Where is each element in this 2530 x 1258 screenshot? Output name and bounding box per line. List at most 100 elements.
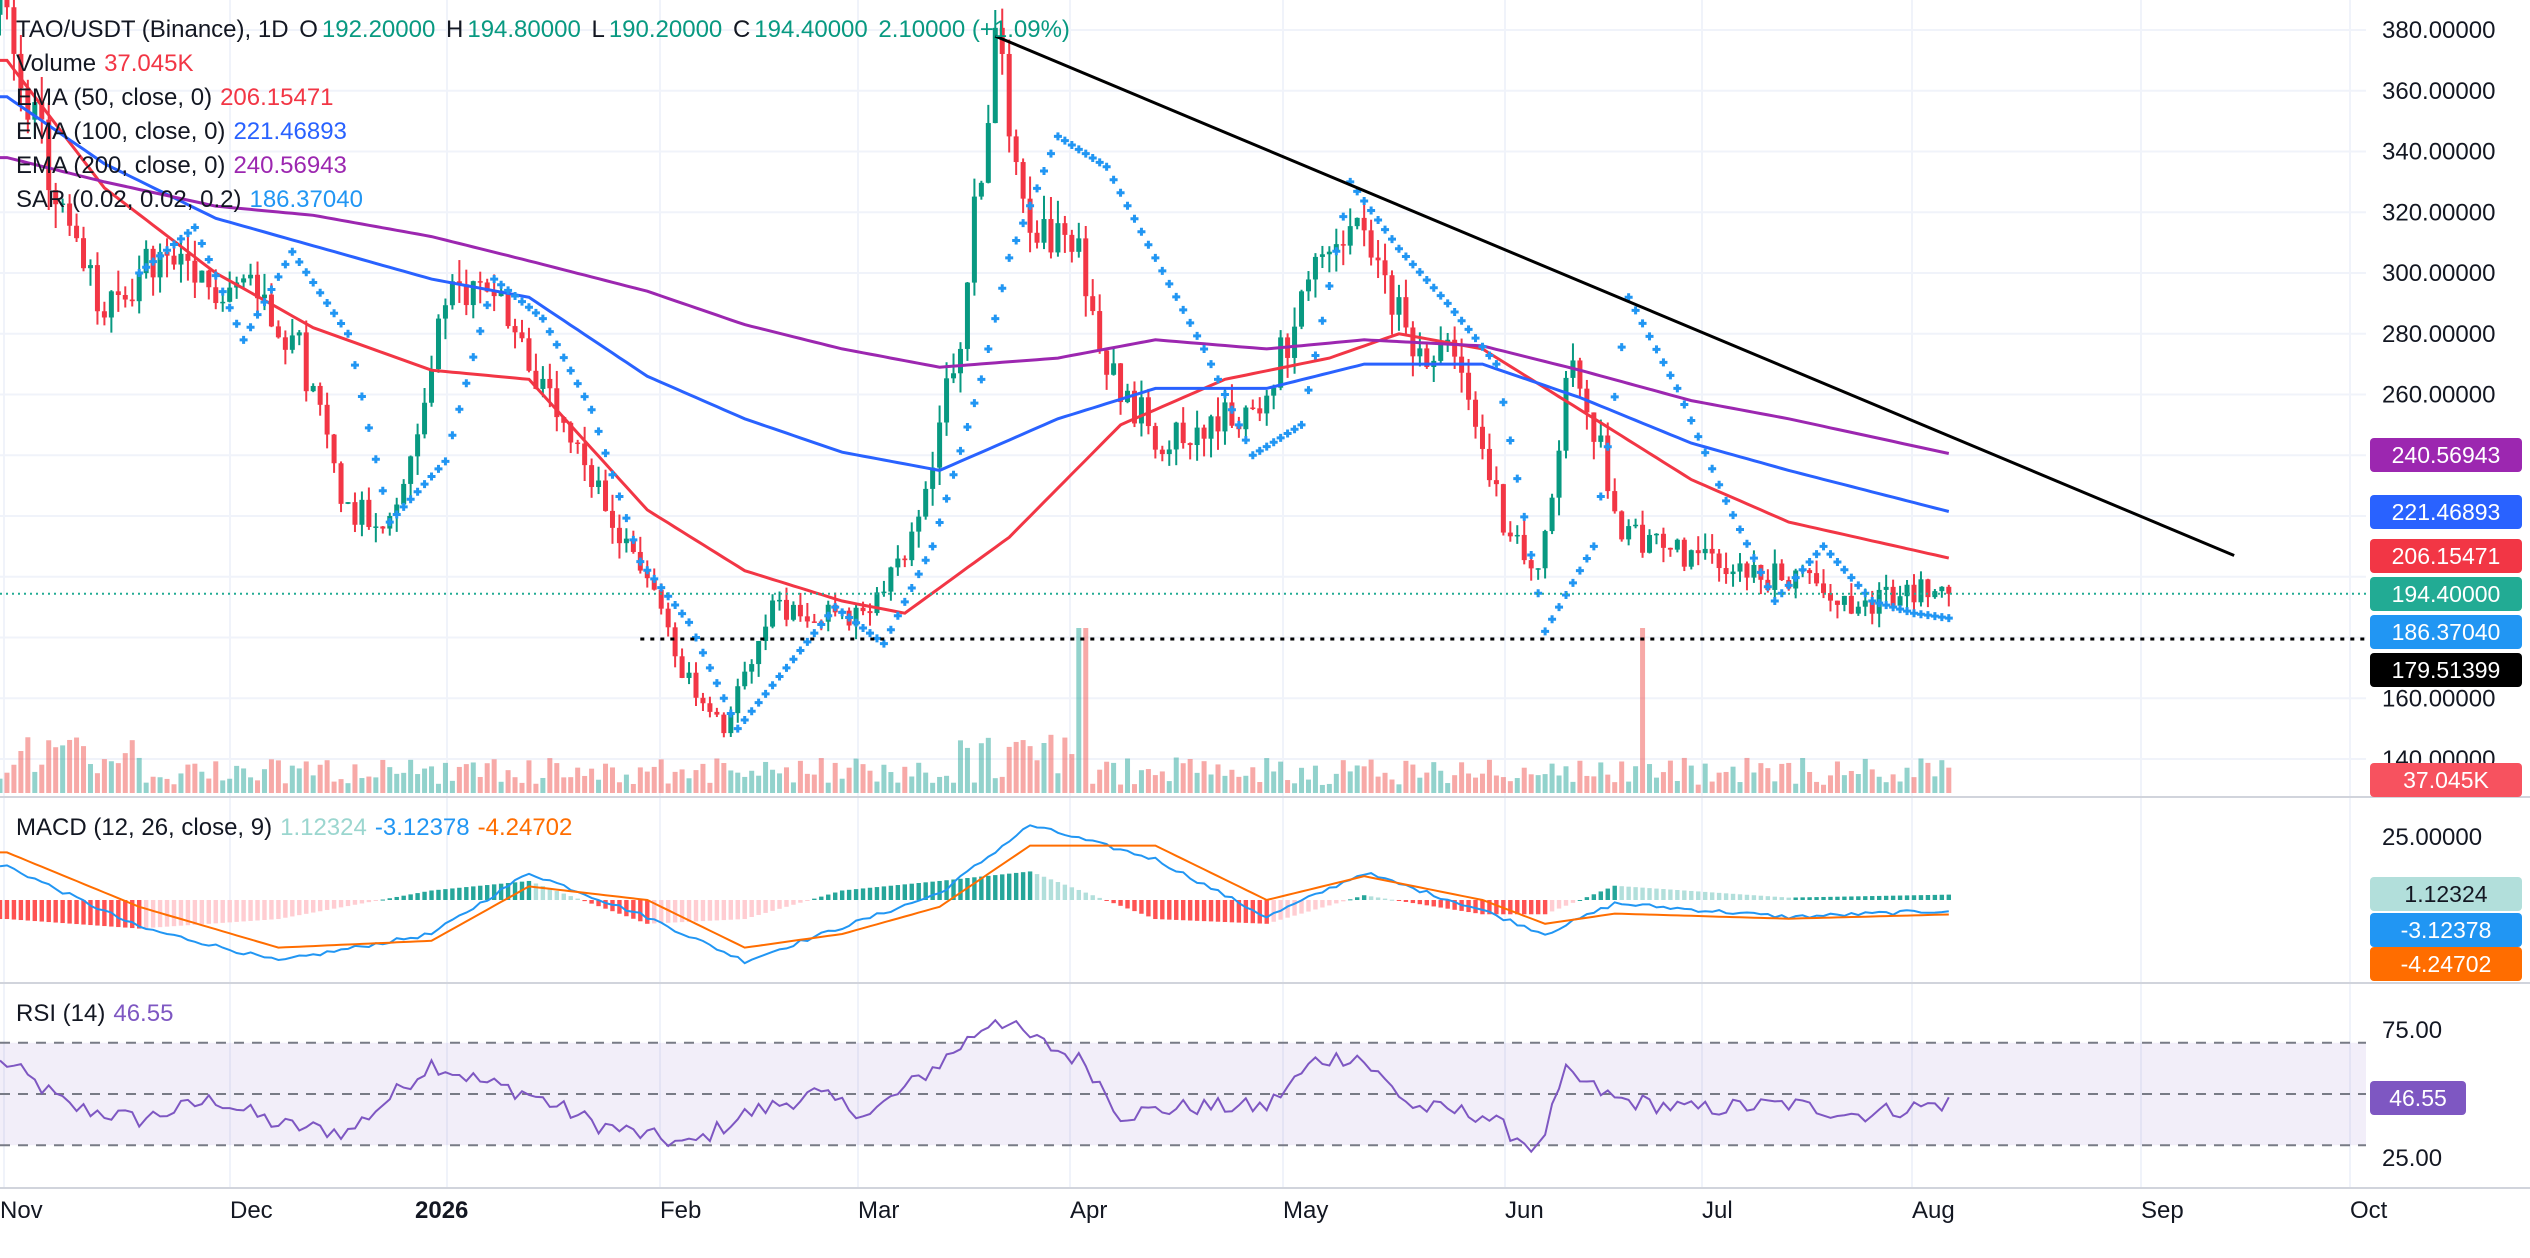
macd-histogram-bar <box>150 900 156 928</box>
candle-body <box>1090 296 1096 312</box>
candle-body <box>1521 534 1527 561</box>
volume-bar <box>1340 760 1346 793</box>
sar-dot <box>427 472 436 481</box>
volume-bar <box>623 774 629 793</box>
candle-body <box>1062 223 1068 235</box>
candle-body <box>1834 600 1840 605</box>
sar-dot <box>1332 247 1341 256</box>
candle-body <box>1814 573 1820 584</box>
sar-dot <box>1875 599 1884 608</box>
sar-dot <box>1040 167 1048 176</box>
sar-dot <box>1172 292 1181 301</box>
macd-histogram-bar <box>1368 896 1374 900</box>
macd-histogram-bar <box>1786 897 1791 900</box>
macd-histogram-bar <box>137 900 142 929</box>
macd-histogram-bar <box>450 888 455 900</box>
volume-bar <box>609 767 615 793</box>
volume-bar <box>526 760 532 793</box>
volume-bar <box>874 781 880 793</box>
macd-histogram-bar <box>192 900 198 925</box>
candle-body <box>1688 550 1694 567</box>
macd-histogram-bar <box>916 883 921 900</box>
sar-dot <box>483 301 492 310</box>
volume-bar <box>1055 773 1061 793</box>
sar-dot <box>1777 589 1786 598</box>
macd-histogram-bar <box>1716 892 1722 900</box>
volume-bar <box>902 766 908 793</box>
low-value: 190.20000 <box>608 16 723 43</box>
sar-dot <box>956 446 965 455</box>
sar-dot <box>1568 578 1577 587</box>
candle-body <box>770 600 776 627</box>
ema100-price-tag: 221.46893 <box>2370 495 2522 529</box>
volume-bar <box>394 773 400 793</box>
candle-body <box>122 294 128 300</box>
candle-body <box>1619 511 1625 540</box>
volume-bar <box>1821 784 1827 793</box>
candle-body <box>261 294 267 299</box>
sar-dot <box>1638 319 1647 328</box>
candle-body <box>373 526 379 528</box>
volume-bar <box>1946 767 1952 793</box>
volume-bar <box>589 768 595 793</box>
volume-bar <box>380 759 386 793</box>
candle-body <box>1939 586 1945 592</box>
candle-body <box>1869 600 1875 614</box>
volume-value: 37.045K <box>104 50 194 77</box>
volume-bar <box>644 771 650 793</box>
sar-dot <box>1798 565 1807 574</box>
candle-body <box>1305 279 1311 292</box>
volume-bar <box>1424 772 1430 793</box>
macd-histogram-bar <box>763 900 768 913</box>
macd-histogram-bar <box>18 900 24 921</box>
macd-histogram-bar <box>88 900 93 926</box>
macd-histogram-bar <box>345 900 351 907</box>
macd-histogram-bar <box>1529 900 1534 915</box>
candle-body <box>714 711 720 715</box>
candle-body <box>1772 563 1778 590</box>
candle-body <box>303 332 309 392</box>
candle-body <box>916 516 922 532</box>
candle-body <box>1319 254 1325 257</box>
candle-body <box>1556 450 1562 498</box>
sar-dot <box>323 298 332 307</box>
sar-dot <box>1784 581 1793 590</box>
candle-body <box>874 592 880 614</box>
macd-histogram-bar <box>1563 900 1569 906</box>
candle-body <box>338 463 344 504</box>
macd-histogram-bar <box>589 900 594 904</box>
candle-body <box>777 599 783 602</box>
volume-bar <box>1584 775 1590 793</box>
macd-histogram-bar <box>95 900 100 926</box>
sar-dot <box>991 314 1000 323</box>
volume-bar <box>1549 763 1555 793</box>
volume-bar <box>1173 757 1179 793</box>
sar-dot <box>406 495 415 504</box>
volume-bar <box>435 783 441 793</box>
macd-histogram-bar <box>1932 894 1938 900</box>
volume-bar <box>672 771 678 793</box>
macd-histogram-bar <box>742 900 747 920</box>
candle-body <box>352 502 358 525</box>
sar-dot <box>1701 448 1710 457</box>
sar-dot <box>1081 149 1090 158</box>
sar-dot <box>302 268 311 277</box>
candle-body <box>1097 311 1103 351</box>
sar-dot <box>629 535 638 544</box>
sar-dot <box>316 288 325 297</box>
volume-bar <box>1730 766 1736 793</box>
candle-body <box>1173 422 1179 450</box>
candle-body <box>1591 412 1597 442</box>
macd-histogram-bar <box>123 900 128 928</box>
macd-histogram-bar <box>387 898 392 900</box>
sar-dot <box>1729 511 1738 520</box>
macd-histogram-bar <box>1577 900 1583 901</box>
candle-body <box>415 434 421 457</box>
candle-body <box>1667 547 1673 550</box>
volume-bar <box>895 782 901 793</box>
volume-bar <box>1375 776 1381 793</box>
macd-hist-value: 1.12324 <box>280 814 367 841</box>
sar-dot <box>1722 496 1731 505</box>
volume-bar <box>1814 781 1820 793</box>
